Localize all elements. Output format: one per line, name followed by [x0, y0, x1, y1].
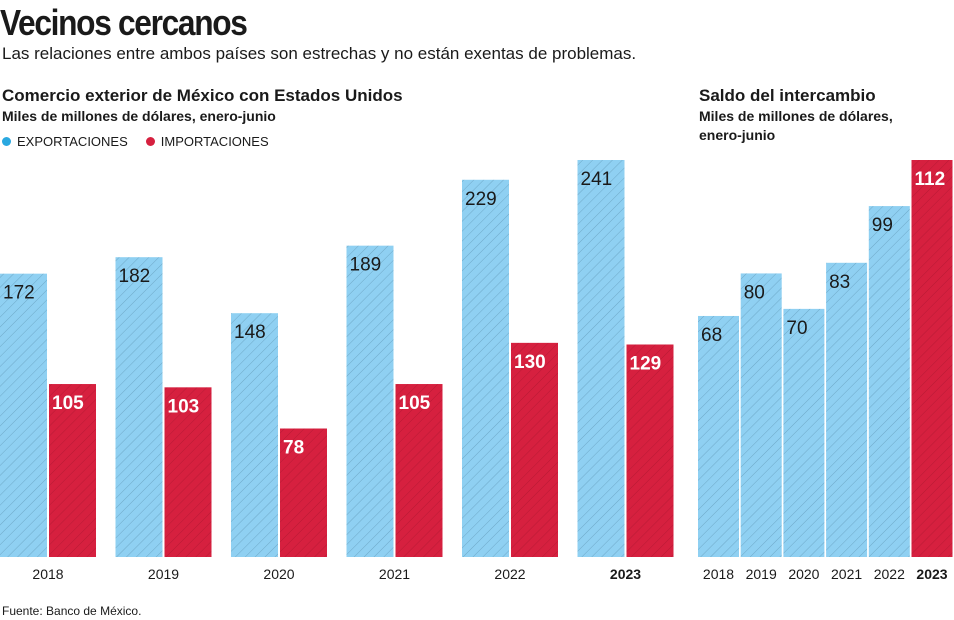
bar-imports-2019-label: 103 — [168, 396, 200, 417]
x-tick-2021: 2021 — [379, 566, 410, 582]
bar-balance-2021 — [826, 262, 868, 557]
balance-x-tick-2020: 2020 — [788, 566, 819, 582]
bar-imports-2021-label: 105 — [399, 393, 431, 414]
balance-x-tick-2019: 2019 — [746, 566, 777, 582]
bar-balance-2018-label: 68 — [701, 325, 722, 346]
bar-imports-2018-label: 105 — [52, 393, 84, 414]
balance-x-tick-2023: 2023 — [916, 566, 947, 582]
x-tick-2018: 2018 — [32, 566, 63, 582]
bar-balance-2019-label: 80 — [744, 282, 765, 303]
balance-x-tick-2018: 2018 — [703, 566, 734, 582]
x-tick-2020: 2020 — [263, 566, 294, 582]
bar-balance-2022-label: 99 — [872, 215, 893, 236]
bar-exports-2022 — [462, 179, 509, 557]
bar-exports-2022-label: 229 — [465, 189, 497, 210]
bar-imports-2022-label: 130 — [514, 352, 546, 373]
bar-balance-2018 — [698, 315, 739, 557]
bar-exports-2018 — [0, 273, 47, 557]
bar-balance-2023 — [911, 160, 953, 557]
page-title: Vecinos cercanos — [0, 2, 248, 43]
source-note: Fuente: Banco de México. — [2, 604, 142, 618]
balance-x-tick-2022: 2022 — [874, 566, 905, 582]
bar-imports-2018 — [49, 384, 96, 557]
bar-exports-2018-label: 172 — [3, 283, 35, 304]
bar-imports-2023 — [626, 344, 674, 557]
bar-imports-2020-label: 78 — [283, 438, 304, 459]
bar-balance-2020-label: 70 — [786, 318, 807, 339]
legend-imports: IMPORTACIONES — [145, 134, 269, 149]
bar-balance-2020 — [783, 308, 825, 557]
page-subtitle: Las relaciones entre ambos países son es… — [2, 44, 637, 63]
bar-balance-2021-label: 83 — [829, 272, 850, 293]
chart2-subtitle-2: enero-junio — [699, 127, 776, 143]
bar-balance-2023-label: 112 — [915, 169, 946, 190]
bar-exports-2019 — [115, 257, 163, 557]
legend-exports: EXPORTACIONES — [2, 134, 128, 149]
balance-x-tick-2021: 2021 — [831, 566, 862, 582]
x-tick-2019: 2019 — [148, 566, 179, 582]
bar-exports-2020 — [231, 313, 278, 557]
bar-imports-2021 — [395, 384, 443, 557]
bar-exports-2023 — [577, 160, 625, 557]
bar-imports-2023-label: 129 — [630, 353, 662, 374]
x-tick-2022: 2022 — [494, 566, 525, 582]
bar-imports-2020 — [280, 428, 327, 557]
bar-exports-2021-label: 189 — [350, 255, 382, 276]
chart1-title: Comercio exterior de México con Estados … — [2, 86, 403, 105]
chart2-subtitle-1: Miles de millones de dólares, — [699, 108, 893, 124]
x-tick-2023: 2023 — [610, 566, 641, 582]
bar-exports-2020-label: 148 — [234, 322, 266, 343]
bar-balance-2022 — [868, 206, 910, 557]
chart2-title: Saldo del intercambio — [699, 86, 876, 105]
bar-exports-2021 — [346, 245, 394, 558]
legend: EXPORTACIONES IMPORTACIONES — [2, 134, 269, 149]
bar-imports-2022 — [511, 342, 558, 557]
bar-balance-2019 — [740, 273, 782, 557]
bar-exports-2023-label: 241 — [581, 169, 613, 190]
bar-imports-2019 — [164, 387, 212, 557]
bar-exports-2019-label: 182 — [119, 266, 151, 287]
chart1-subtitle: Miles de millones de dólares, enero-juni… — [2, 108, 276, 124]
